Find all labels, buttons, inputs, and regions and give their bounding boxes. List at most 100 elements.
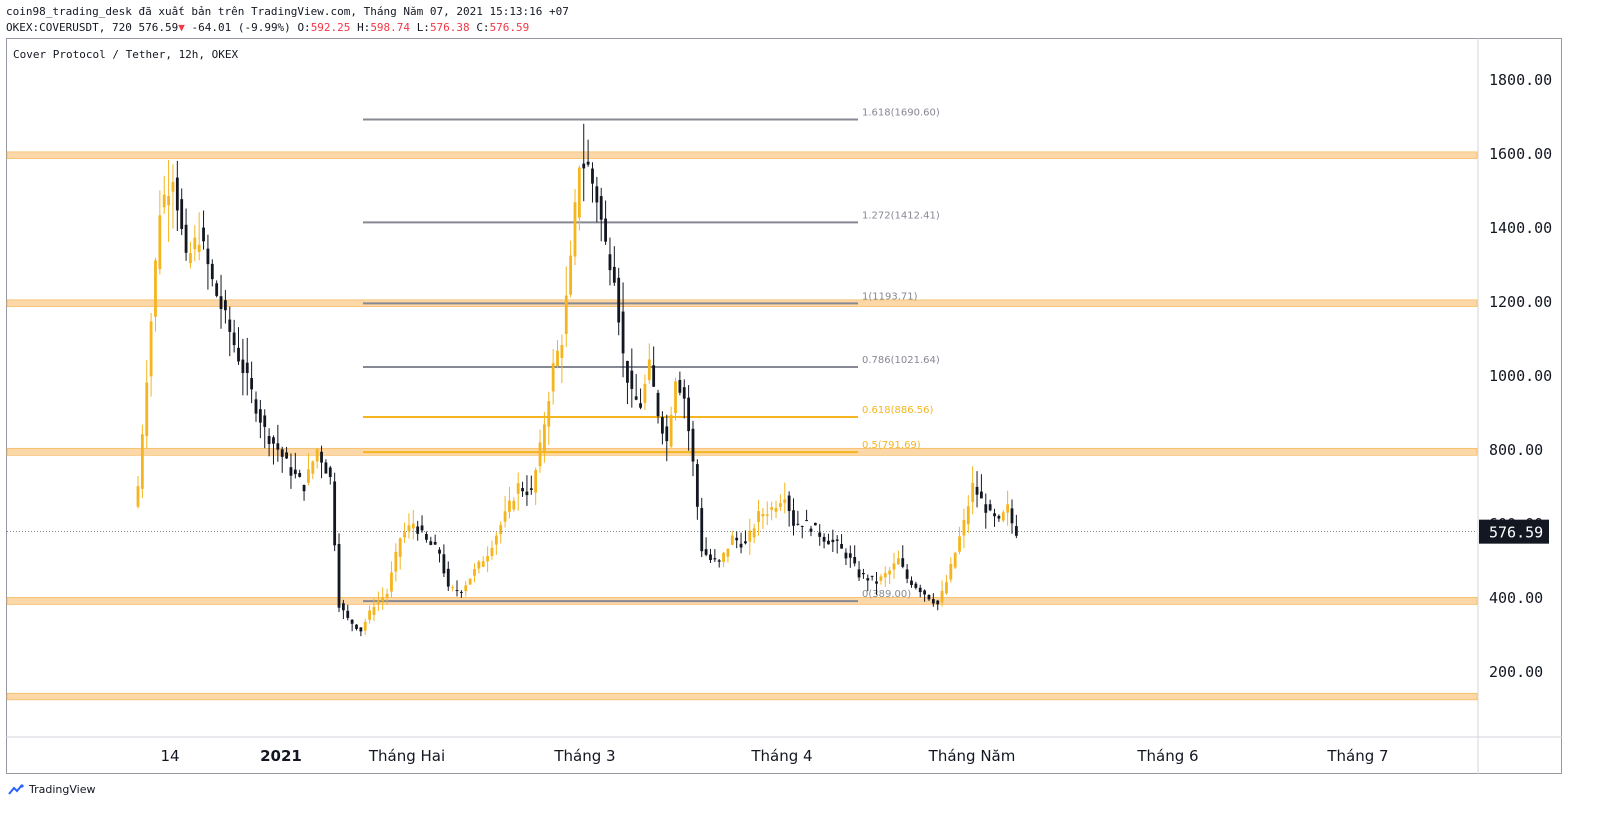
candle [783,482,787,514]
candle-body [154,260,157,317]
candle [140,424,144,498]
candle [997,514,1001,522]
time-tick-7: Tháng 7 [1326,747,1388,765]
candle-body [206,248,210,265]
candle [167,159,170,242]
time-axis[interactable]: 14 2021 Tháng Hai Tháng 3 Tháng 4 Tháng Năm Th… [160,747,1388,765]
fibonacci-extension[interactable]: 1.618(1690.60) 1.272(1412.41) 1(1193.71) 0.… [363,107,940,603]
candle-body [1006,504,1010,513]
candle [888,566,892,585]
candle-body [844,552,848,559]
candle [805,509,809,522]
footer-brand: TradingView [29,783,96,796]
candle [757,499,760,536]
candle-body [228,319,232,332]
last-price-tag-bg [1479,519,1549,544]
candle [551,349,555,405]
candle-body [494,535,498,545]
candle [564,266,568,347]
candle [975,471,979,508]
candle [980,474,983,499]
candle [390,561,393,598]
candle [875,571,878,595]
candle [228,306,232,357]
candle [289,453,293,489]
candle [792,498,795,536]
candle [219,274,223,329]
candle-body [442,554,446,574]
candle [709,548,712,563]
chart-frame[interactable] [6,38,1562,774]
ohlc-open: 592.25 [310,21,351,34]
candle [547,391,551,446]
candle-body [254,399,258,414]
ohlc-high: 598.74 [370,21,411,34]
candle [577,165,581,231]
candle-body [862,572,865,575]
support-resistance-zones [6,151,1478,701]
candle [512,497,516,512]
candle [254,391,258,422]
candle [355,624,358,631]
candle [267,428,271,457]
last-price: 576.59 [138,21,179,34]
candle [883,566,887,587]
candle [302,484,306,501]
candle-body [905,569,909,579]
footer[interactable]: TradingView [8,783,95,796]
candle-body [813,522,817,526]
symbol-name[interactable]: OKEX:COVERUSDT, 720 [6,21,132,34]
candle [508,486,511,519]
candle-body [630,370,634,389]
candle [210,259,214,287]
candle-body [298,472,302,477]
candle-body [857,569,861,578]
candle-body [722,552,725,562]
candle-body [162,194,166,208]
candle [739,532,743,554]
candle [162,175,166,214]
candle-body [896,558,900,565]
price-change: -64.01 (-9.99%) [191,21,291,34]
candle-body [800,525,804,527]
candle [237,327,240,365]
candle [560,334,564,384]
ohlc-low: 576.38 [429,21,470,34]
candle [350,619,354,632]
candle-body [827,540,830,545]
candle-body [302,484,306,492]
candle-body [184,224,188,253]
candle-body [315,449,319,462]
candle-body [210,263,214,280]
candle-body [582,163,586,169]
candle-body [425,534,428,540]
candle [184,208,188,261]
candle [398,537,402,570]
candle-body [997,515,1001,519]
candle-body [276,443,280,450]
candle-body [883,573,887,578]
candle-body [372,606,376,615]
candle [713,549,717,563]
price-tick-400: 400.00 [1489,589,1543,607]
candle [700,497,704,558]
candle-body [355,624,358,629]
candle [459,590,463,598]
price-axis[interactable]: 200.00400.00600.00800.001000.001200.0014… [1489,71,1552,681]
candle [232,319,236,353]
candle [516,472,520,511]
candle [726,548,730,563]
candle [464,580,468,597]
candle-body [901,558,905,567]
candle-body [175,177,179,211]
candle-body [866,578,870,581]
candle-body [626,360,629,383]
candle [359,627,363,637]
candle-body [429,541,433,545]
candle-body [848,553,852,558]
candle [324,459,328,474]
candle-body [953,552,957,568]
candle [1010,499,1014,534]
candle [333,472,337,552]
